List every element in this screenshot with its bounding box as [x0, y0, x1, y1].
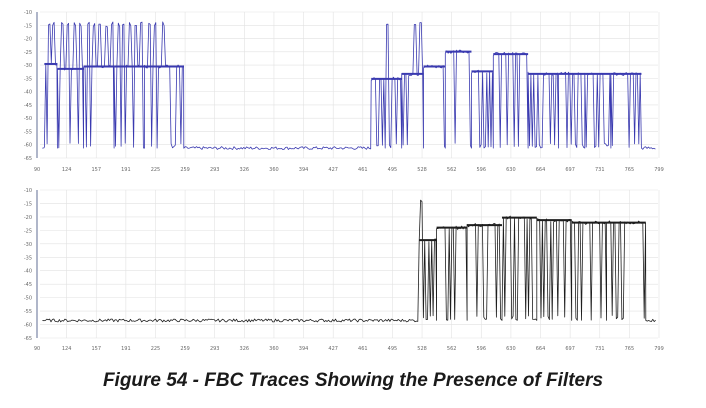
x-tick-label: 293 [210, 346, 220, 352]
x-tick-label: 157 [91, 167, 101, 173]
x-tick-label: 664 [536, 167, 546, 173]
x-tick-label: 259 [180, 346, 190, 352]
x-tick-label: 799 [654, 167, 664, 173]
y-tick-label: -10 [24, 10, 32, 16]
y-tick-label: -30 [24, 242, 32, 248]
x-tick-label: 528 [417, 167, 427, 173]
y-tick-label: -50 [24, 296, 32, 302]
x-tick-label: 731 [595, 167, 605, 173]
x-tick-label: 697 [565, 346, 575, 352]
x-tick-label: 630 [506, 167, 516, 173]
x-tick-label: 124 [62, 167, 72, 173]
figure-caption: Figure 54 - FBC Traces Showing the Prese… [102, 370, 604, 391]
x-tick-label: 495 [388, 167, 398, 173]
x-tick-label: 765 [625, 346, 635, 352]
y-tick-label: -65 [24, 156, 32, 162]
x-tick-label: 124 [62, 346, 72, 352]
x-tick-label: 528 [417, 346, 427, 352]
y-tick-label: -25 [24, 228, 32, 234]
y-tick-label: -30 [24, 63, 32, 69]
x-tick-label: 326 [240, 346, 250, 352]
x-tick-label: 630 [506, 346, 516, 352]
x-tick-label: 765 [625, 167, 635, 173]
y-tick-label: -40 [24, 90, 32, 96]
y-tick-label: -15 [24, 23, 32, 29]
x-tick-label: 259 [180, 167, 190, 173]
y-tick-label: -35 [24, 255, 32, 261]
x-tick-label: 664 [536, 346, 546, 352]
y-tick-label: -60 [24, 323, 32, 329]
y-tick-label: -55 [24, 129, 32, 135]
x-tick-label: 495 [388, 346, 398, 352]
x-tick-label: 427 [328, 346, 338, 352]
x-tick-label: 360 [269, 167, 279, 173]
x-tick-label: 326 [240, 167, 250, 173]
y-tick-label: -45 [24, 282, 32, 288]
x-tick-label: 394 [299, 167, 309, 173]
trace-line [42, 199, 656, 323]
x-tick-label: 461 [358, 167, 368, 173]
y-tick-label: -10 [24, 188, 32, 194]
x-tick-label: 360 [269, 346, 279, 352]
y-tick-label: -55 [24, 309, 32, 315]
y-tick-label: -20 [24, 215, 32, 221]
y-tick-label: -65 [24, 336, 32, 342]
y-tick-label: -45 [24, 103, 32, 109]
y-tick-label: -25 [24, 50, 32, 56]
x-tick-label: 191 [121, 167, 131, 173]
y-tick-label: -50 [24, 116, 32, 122]
x-tick-label: 90 [34, 346, 40, 352]
x-tick-label: 596 [477, 167, 487, 173]
x-tick-label: 697 [565, 167, 575, 173]
x-tick-label: 562 [447, 167, 457, 173]
x-tick-label: 427 [328, 167, 338, 173]
x-tick-label: 157 [91, 346, 101, 352]
x-tick-label: 799 [654, 346, 664, 352]
y-tick-label: -40 [24, 269, 32, 275]
x-tick-label: 596 [477, 346, 487, 352]
y-tick-label: -35 [24, 76, 32, 82]
trace-line [42, 21, 656, 150]
y-tick-label: -60 [24, 143, 32, 149]
x-tick-label: 90 [34, 167, 40, 173]
x-tick-label: 293 [210, 167, 220, 173]
x-tick-label: 461 [358, 346, 368, 352]
x-tick-label: 731 [595, 346, 605, 352]
x-tick-label: 562 [447, 346, 457, 352]
y-tick-label: -15 [24, 201, 32, 207]
x-tick-label: 225 [151, 167, 161, 173]
x-tick-label: 191 [121, 346, 131, 352]
y-tick-label: -20 [24, 37, 32, 43]
x-tick-label: 225 [151, 346, 161, 352]
x-tick-label: 394 [299, 346, 309, 352]
